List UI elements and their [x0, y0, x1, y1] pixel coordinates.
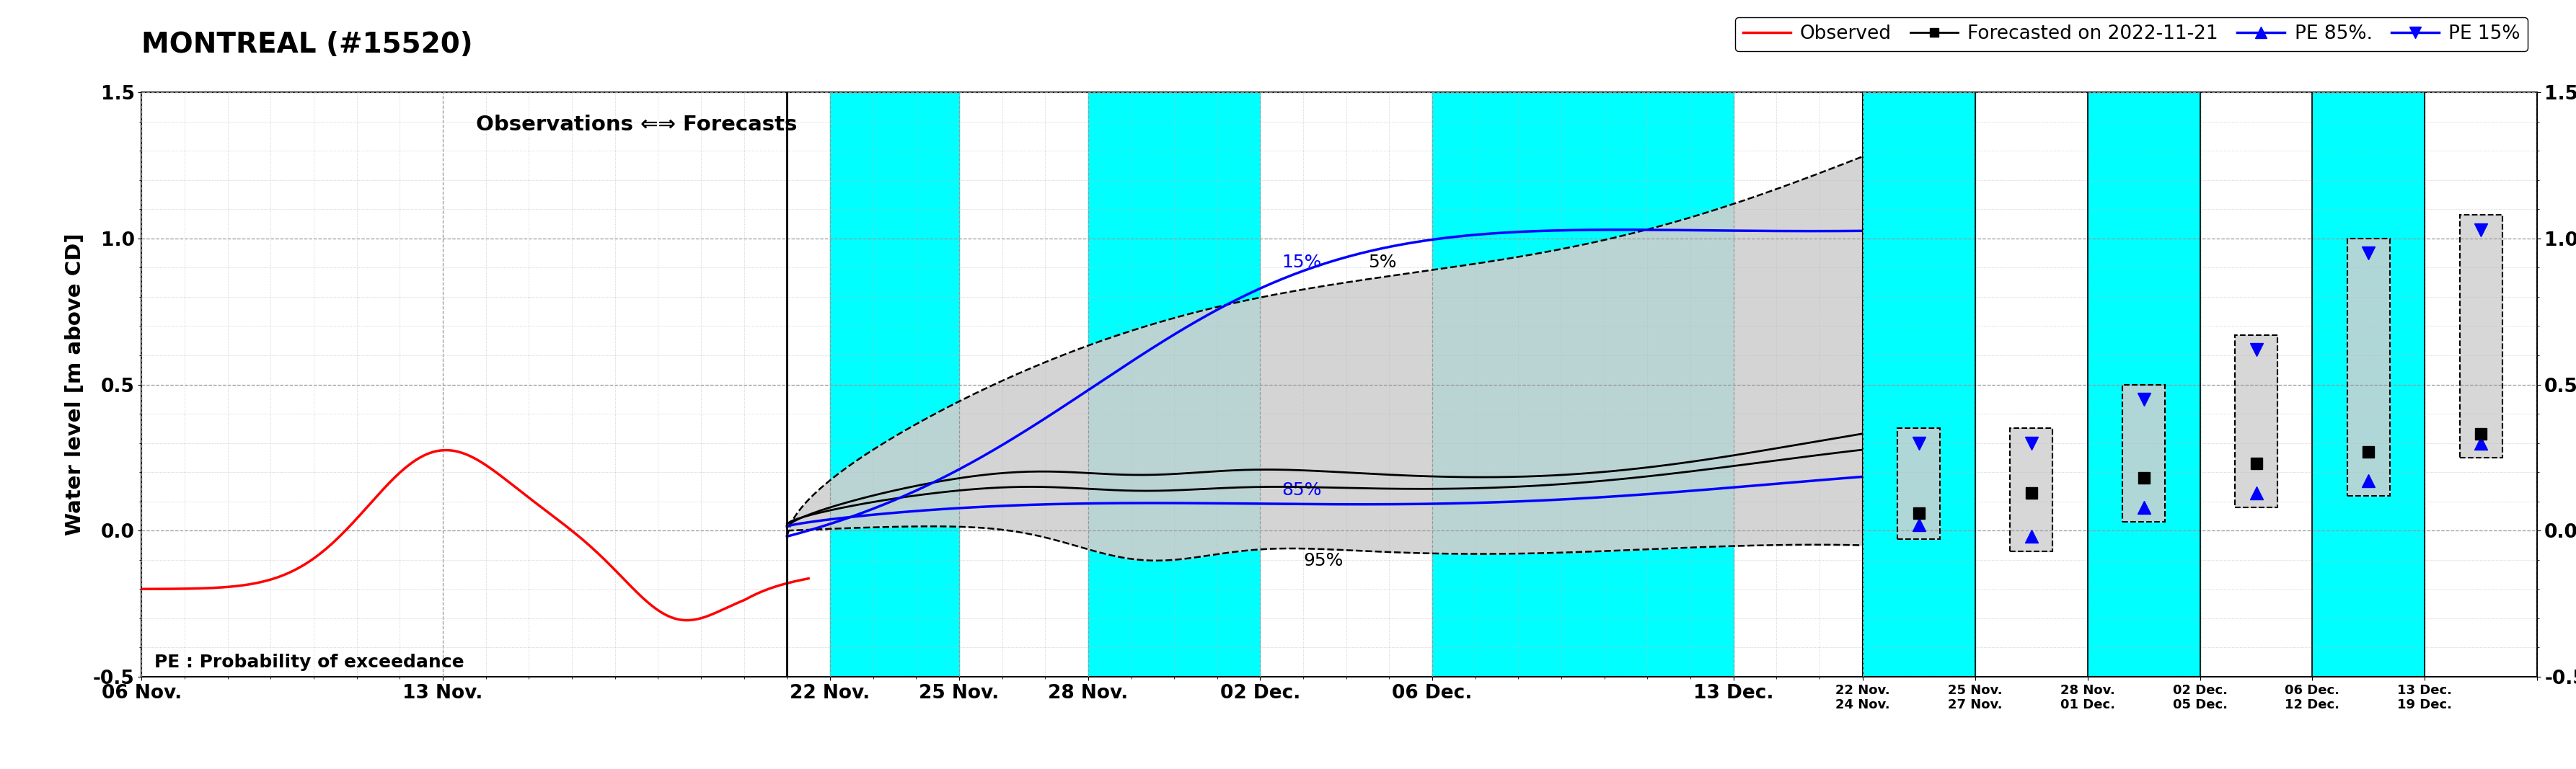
Legend: Observed, Forecasted on 2022-11-21, PE 85%., PE 15%: Observed, Forecasted on 2022-11-21, PE 8… — [1736, 17, 2527, 52]
Text: MONTREAL (#15520): MONTREAL (#15520) — [142, 31, 474, 58]
Text: 15%: 15% — [1283, 254, 1321, 271]
Text: PE : Probability of exceedance: PE : Probability of exceedance — [155, 654, 464, 671]
Bar — [2347, 238, 2391, 495]
Text: Observations ⇐⇒ Forecasts: Observations ⇐⇒ Forecasts — [477, 115, 796, 135]
Bar — [829, 92, 958, 677]
Bar — [1432, 92, 1734, 677]
Bar — [2460, 215, 2501, 458]
Text: 95%: 95% — [1303, 552, 1342, 570]
Bar — [1899, 428, 1940, 539]
Bar — [2009, 428, 2053, 551]
Text: 5%: 5% — [1368, 254, 1396, 271]
Bar — [2236, 335, 2277, 508]
Text: 85%: 85% — [1283, 481, 1321, 499]
Bar — [1862, 92, 1976, 677]
Bar — [2123, 384, 2164, 522]
Bar — [2087, 92, 2200, 677]
Bar — [1087, 92, 1260, 677]
Bar — [2313, 92, 2424, 677]
Y-axis label: Water level [m above CD]: Water level [m above CD] — [64, 233, 85, 536]
